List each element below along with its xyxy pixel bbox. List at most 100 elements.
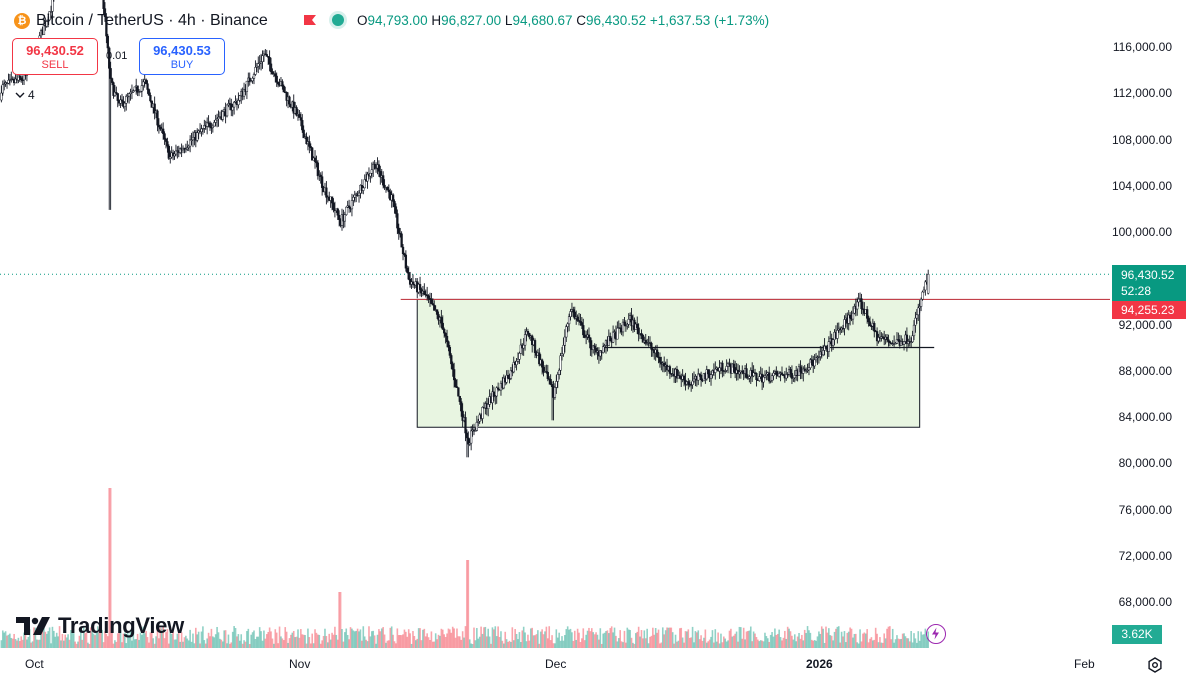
volume-bar bbox=[217, 632, 220, 648]
gear-icon[interactable] bbox=[1147, 657, 1163, 673]
volume-bar bbox=[815, 640, 817, 648]
candle-body bbox=[464, 417, 467, 434]
volume-bar bbox=[426, 633, 428, 648]
volume-bar bbox=[637, 626, 640, 648]
candle-body bbox=[562, 345, 565, 355]
volume-bar bbox=[99, 628, 102, 648]
volume-bar bbox=[583, 640, 586, 648]
volume-bar bbox=[517, 639, 519, 648]
volume-bar bbox=[575, 639, 577, 648]
candle-body bbox=[225, 104, 229, 117]
volume-bar bbox=[782, 637, 785, 648]
volume-bar bbox=[155, 636, 157, 648]
candle-body bbox=[455, 386, 459, 388]
candle-body bbox=[126, 95, 129, 98]
candle-body bbox=[558, 369, 561, 375]
candle-body bbox=[770, 375, 774, 381]
candle-body bbox=[440, 317, 443, 324]
volume-bar bbox=[759, 640, 762, 648]
candle-body bbox=[142, 81, 145, 86]
volume-bar bbox=[129, 629, 132, 648]
volume-bar bbox=[820, 626, 823, 648]
symbol-title[interactable]: Bitcoin / TetherUS · 4h · Binance bbox=[36, 12, 268, 29]
buy-button[interactable]: 96,430.53 BUY bbox=[139, 38, 225, 75]
candle-body bbox=[827, 341, 830, 352]
candle-body bbox=[363, 179, 366, 189]
volume-bar bbox=[883, 633, 885, 648]
volume-bar bbox=[345, 628, 348, 648]
price-axis-tick: 80,000.00 bbox=[1118, 456, 1172, 471]
candle-body bbox=[132, 90, 135, 93]
volume-bar bbox=[561, 636, 563, 648]
volume-bar bbox=[781, 640, 783, 648]
high-value: 96,827.00 bbox=[441, 13, 502, 28]
candle-body bbox=[709, 374, 713, 379]
volume-bar bbox=[585, 634, 587, 648]
volume-bar bbox=[632, 642, 634, 648]
candle-body bbox=[316, 162, 320, 177]
low-value: 94,680.67 bbox=[512, 13, 573, 28]
volume-bar bbox=[177, 632, 180, 648]
volume-bar bbox=[197, 631, 200, 648]
market-status-icon[interactable] bbox=[332, 14, 344, 26]
candle-body bbox=[856, 301, 859, 310]
volume-bar bbox=[855, 633, 857, 648]
sell-button[interactable]: 96,430.52 SELL bbox=[12, 38, 98, 75]
volume-bar bbox=[85, 632, 88, 648]
volume-bar bbox=[284, 627, 287, 648]
candle-body bbox=[103, 8, 107, 17]
indicators-toggle-button[interactable]: 4 bbox=[12, 85, 44, 105]
volume-bar bbox=[490, 643, 492, 648]
candle-body bbox=[113, 91, 117, 96]
volume-bar bbox=[549, 640, 552, 648]
candle-body bbox=[391, 194, 395, 202]
candle-body bbox=[144, 79, 148, 84]
lightning-icon[interactable] bbox=[926, 624, 946, 644]
volume-bar bbox=[295, 636, 298, 648]
volume-bar bbox=[151, 628, 153, 648]
candle-body bbox=[106, 35, 109, 49]
volume-bar bbox=[784, 630, 786, 648]
candle-body bbox=[698, 373, 701, 376]
volume-bar bbox=[206, 638, 208, 648]
flag-icon[interactable] bbox=[303, 14, 317, 26]
volume-bar bbox=[292, 630, 295, 648]
volume-bar bbox=[481, 633, 484, 648]
candle-body bbox=[705, 369, 708, 380]
volume-bar bbox=[511, 627, 514, 648]
volume-bar bbox=[41, 627, 44, 648]
candle-body bbox=[190, 139, 193, 141]
volume-bar bbox=[314, 629, 316, 648]
volume-bar bbox=[751, 641, 753, 648]
candle-body bbox=[130, 91, 134, 93]
volume-bar bbox=[771, 632, 773, 648]
volume-bar bbox=[417, 628, 420, 648]
candle-body bbox=[0, 92, 3, 101]
volume-bar bbox=[34, 627, 37, 648]
volume-bar bbox=[500, 631, 502, 648]
candle-body bbox=[173, 153, 176, 157]
volume-bar bbox=[531, 627, 533, 648]
price-axis-tick: 84,000.00 bbox=[1118, 410, 1172, 424]
volume-bar bbox=[562, 640, 565, 648]
candle-body bbox=[663, 362, 666, 367]
tradingview-logo[interactable]: TradingView bbox=[16, 612, 184, 640]
volume-bar bbox=[291, 632, 294, 648]
volume-bar bbox=[569, 628, 572, 648]
volume-bar bbox=[566, 626, 569, 648]
volume-bar bbox=[596, 634, 599, 648]
volume-bar bbox=[846, 632, 849, 648]
candle-body bbox=[888, 341, 892, 344]
volume-bar bbox=[300, 629, 302, 648]
volume-bar bbox=[764, 632, 766, 648]
candle-body bbox=[248, 77, 251, 83]
candle-body bbox=[282, 85, 285, 93]
candle-body bbox=[824, 345, 828, 349]
volume-bar bbox=[627, 629, 630, 648]
volume-bar bbox=[636, 631, 639, 648]
volume-bar bbox=[484, 626, 487, 648]
candle-body bbox=[3, 83, 6, 86]
volume-bar bbox=[121, 642, 123, 648]
price-axis-tick: 104,000.00 bbox=[1111, 178, 1172, 193]
